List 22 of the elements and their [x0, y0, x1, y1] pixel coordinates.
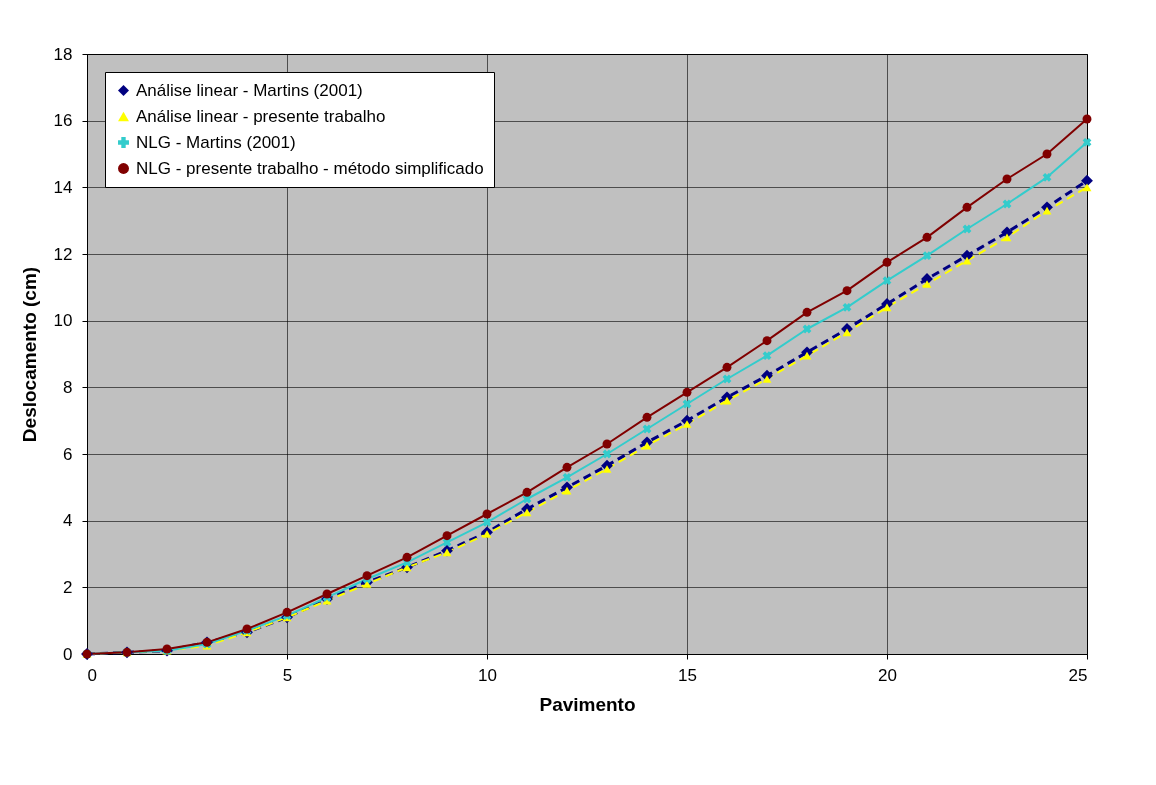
y-tick-label: 18 [53, 44, 73, 64]
legend-label: Análise linear - Martins (2001) [136, 80, 363, 100]
x-tick-label: 20 [878, 665, 897, 685]
y-tick-label: 16 [53, 111, 73, 131]
y-tick-label: 6 [63, 444, 73, 464]
legend-label: NLG - Martins (2001) [136, 132, 296, 152]
x-tick-label: 25 [1068, 665, 1088, 685]
y-tick-label: 0 [63, 644, 73, 664]
x-tick-label: 5 [282, 665, 293, 685]
x-tick-label: 0 [87, 665, 97, 685]
y-tick-label: 12 [53, 244, 73, 264]
legend-label: Análise linear - presente trabalho [136, 106, 386, 126]
y-tick-label: 8 [63, 377, 73, 397]
y-tick-label: 2 [63, 577, 73, 597]
legend-label: NLG - presente trabalho - método simplificado [136, 158, 484, 178]
y-axis-title: Deslocamento (cm) [18, 266, 40, 443]
y-tick-label: 4 [63, 511, 73, 531]
x-tick-label: 15 [678, 665, 697, 685]
x-tick-label: 10 [478, 665, 497, 685]
y-tick-label: 14 [53, 177, 73, 197]
y-tick-label: 10 [53, 311, 73, 331]
x-axis-title: Pavimento [539, 693, 636, 715]
